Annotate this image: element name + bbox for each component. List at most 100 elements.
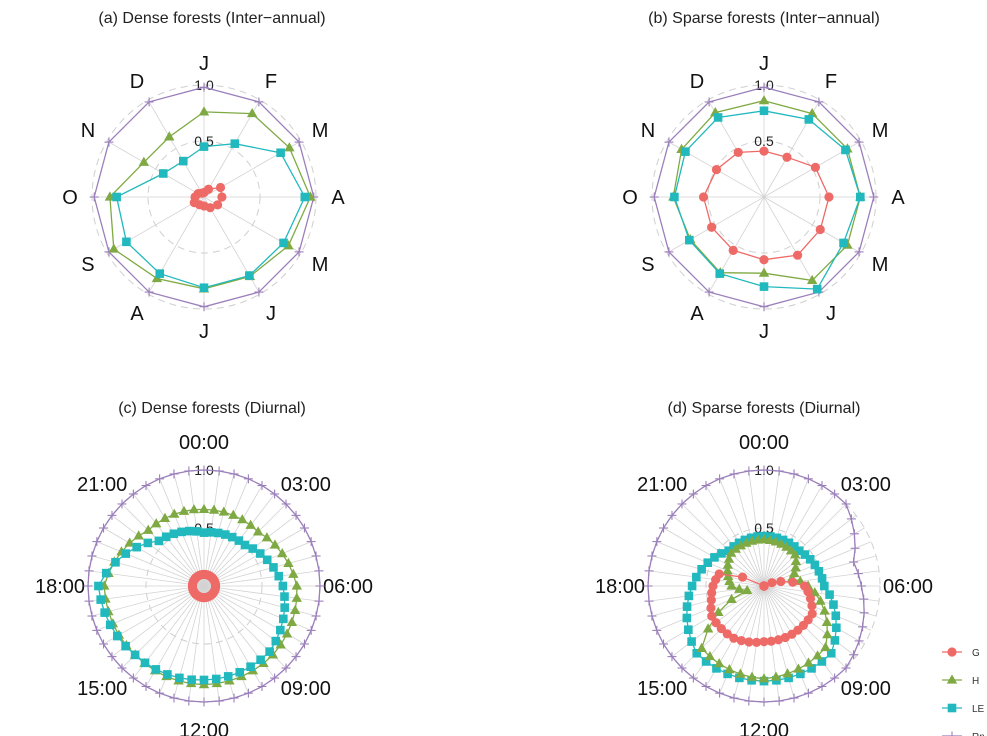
direction-label: 18:00 [595,576,645,598]
data-point-Rn [846,514,856,524]
direction-label: J [199,321,209,343]
data-point-Rn [715,688,725,698]
data-point-H [822,629,833,639]
data-point-Rn [84,566,94,576]
data-point-G [197,569,208,580]
panel-title: (a) Dense forests (Inter−annual) [98,10,325,27]
data-point-Rn [652,625,662,635]
data-point-Rn [281,499,291,509]
data-point-G [707,222,717,232]
legend-label: Rn [972,732,985,736]
direction-label: 21:00 [637,474,687,496]
data-point-Rn [311,551,321,561]
data-point-Rn [849,529,859,539]
data-point-LE [132,542,141,552]
data-point-H [159,512,171,522]
data-point-H [770,671,782,681]
data-point-LE [856,192,865,202]
data-point-H [735,540,746,550]
data-point-G [733,147,743,157]
data-point-H [809,587,820,597]
data-point-LE [96,595,105,604]
grid-spoke [648,570,765,587]
data-point-G [815,224,825,235]
data-point-Rn [803,688,813,698]
direction-label: 09:00 [281,678,331,700]
data-point-Rn [254,287,264,297]
direction-label: D [690,71,704,93]
data-point-G [711,618,721,628]
data-point-H [764,534,776,544]
data-point-Rn [141,681,151,691]
data-point-LE [826,648,836,658]
data-point-LE [269,563,278,572]
direction-label: J [266,303,276,325]
data-point-H [789,549,801,559]
data-point-LE [199,528,209,537]
data-point-G [197,188,207,198]
data-point-H [735,668,746,678]
data-point-Rn [104,137,114,147]
data-point-Rn [659,523,669,533]
data-point-Rn [99,523,109,533]
data-point-Rn [169,469,179,479]
data-point-H [138,156,150,166]
data-point-H [164,131,175,141]
data-point-G [767,578,777,588]
data-point-Rn [107,652,117,662]
data-point-G [212,200,223,210]
data-point-LE [161,532,171,542]
data-point-G [736,636,746,646]
direction-label: 06:00 [883,576,933,598]
data-point-LE [810,560,820,570]
data-point-G [728,245,738,255]
data-point-Rn [830,673,840,683]
data-point-LE [213,528,223,538]
data-point-LE [684,591,694,601]
data-point-LE [199,142,209,151]
data-point-LE [240,540,250,550]
legend-marker-Rn [947,731,957,736]
data-point-H [815,595,826,605]
data-point-LE [839,238,848,248]
data-point-H [198,503,210,514]
chart-panel-c: (c) Dense forests (Diurnal)0.51.000:0003… [35,400,373,736]
grid-spoke [719,478,765,587]
data-point-H [133,530,144,540]
data-point-Rn [647,551,657,561]
data-point-Rn [677,663,687,673]
data-point-LE [177,527,186,537]
data-point-H [124,537,135,547]
data-point-G [707,588,717,598]
data-point-LE [105,620,115,630]
data-point-LE [248,544,258,553]
data-point-H [713,658,725,668]
data-point-Rn [841,663,851,673]
data-point-Rn [789,693,799,703]
data-point-Rn [647,611,657,621]
data-point-H [143,524,154,534]
data-point-LE [692,648,702,658]
grid-ring [707,140,821,254]
data-point-Rn [643,581,653,591]
data-point-Rn [257,681,267,691]
data-point-H [713,606,724,616]
data-point-H [821,616,833,626]
data-point-H [806,274,818,285]
data-point-LE [151,665,161,674]
data-point-LE [276,148,285,158]
data-point-LE [841,145,850,155]
direction-label: F [825,71,837,93]
data-point-LE [681,147,690,156]
data-point-Rn [803,474,813,484]
grid-spoke [203,570,320,587]
grid-spoke [763,478,809,587]
data-point-Rn [759,697,769,707]
data-point-Rn [854,137,864,147]
data-point-H [108,243,119,253]
data-point-G [711,164,722,175]
grid-spoke [707,196,765,295]
grid-spoke [763,585,872,631]
data-point-H [776,538,787,548]
data-point-G [793,250,803,260]
